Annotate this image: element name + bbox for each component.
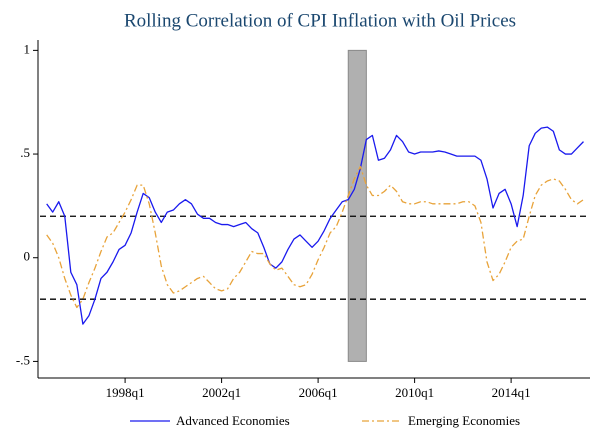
shaded-band [347,49,367,362]
series-line [46,126,584,325]
x-tick-label: 2002q1 [202,385,241,400]
y-tick-label: -.5 [16,352,30,367]
x-tick-label: 2010q1 [395,385,434,400]
chart-title: Rolling Correlation of CPI Inflation wit… [124,10,516,31]
x-tick-label: 2014q1 [492,385,531,400]
x-tick-label: 1998q1 [106,385,145,400]
x-tick-label: 2006q1 [299,385,338,400]
y-tick-label: 0 [24,249,31,264]
legend-label: Emerging Economies [408,413,520,428]
legend-label: Advanced Economies [176,413,290,428]
series-line [46,165,584,309]
y-tick-label: 1 [24,41,31,56]
y-tick-label: .5 [20,145,30,160]
